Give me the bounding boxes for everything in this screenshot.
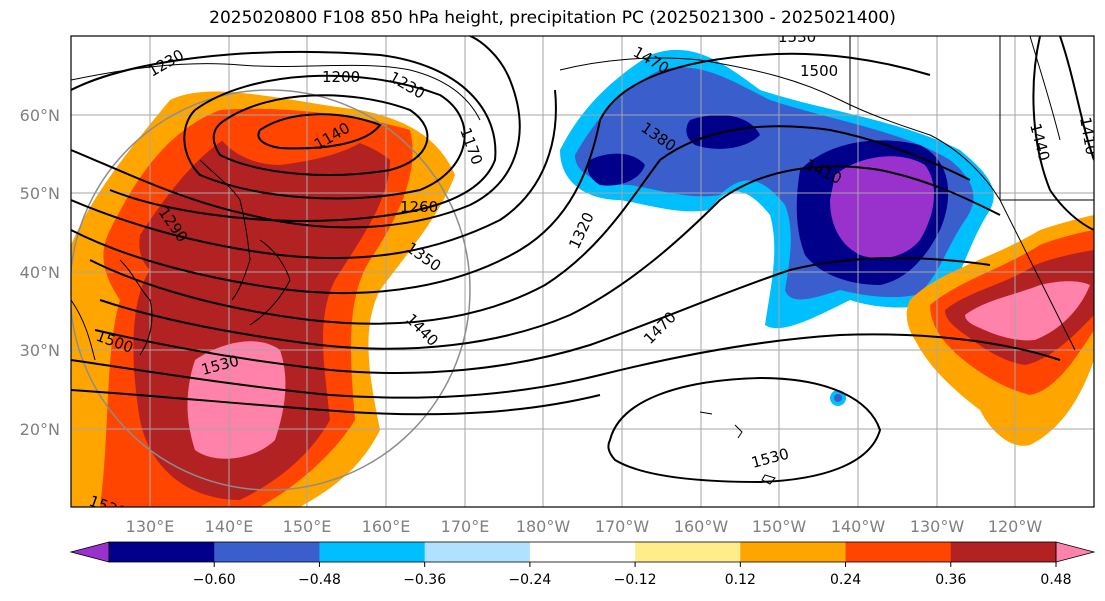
colorbar-tick-label: 0.36 [935, 572, 966, 588]
colorbar-tick-label: 0.12 [725, 572, 756, 588]
positive-anomaly-east-pacific [906, 215, 1094, 446]
colorbar: −0.60 −0.48 −0.36 −0.24 −0.12 0.12 0.24 0.36 0.4… [69, 541, 1096, 588]
colorbar-extend-high [1055, 541, 1096, 563]
lon-label: 180°W [516, 517, 571, 536]
colorbar-tick-label: −0.48 [298, 572, 341, 588]
lon-label: 130°W [910, 517, 965, 536]
longitude-labels: 130°E 140°E 150°E 160°E 170°E 180°W 170°… [126, 517, 1043, 536]
latitude-labels: 60°N 50°N 40°N 30°N 20°N [20, 106, 60, 439]
colorbar-tick-label: −0.24 [508, 572, 551, 588]
contour-label: 1260 [400, 198, 438, 216]
lon-label: 150°W [752, 517, 807, 536]
region-circle [71, 89, 471, 491]
colorbar-segment [635, 542, 741, 562]
colorbar-segment [214, 542, 320, 562]
colorbar-extend-low [69, 541, 110, 563]
lon-label: 140°W [831, 517, 886, 536]
colorbar-tick-label: −0.36 [403, 572, 446, 588]
colorbar-segment [529, 542, 636, 562]
map-title: 2025020800 F108 850 hPa height, precipit… [209, 8, 896, 28]
lon-label: 150°E [283, 517, 332, 536]
lon-label: 170°W [595, 517, 650, 536]
lon-label: 130°E [126, 517, 175, 536]
colorbar-segment [845, 542, 952, 562]
map-frame [70, 35, 1095, 508]
colorbar-tick-label: 0.24 [830, 572, 861, 588]
colorbar-tick-label: 0.48 [1040, 572, 1071, 588]
colorbar-frame [108, 541, 1057, 563]
map-area: 1230 1200 1230 1140 1170 1290 1260 1350 … [71, 28, 1094, 507]
lat-label: 30°N [20, 341, 60, 360]
lat-label: 60°N [20, 106, 60, 125]
lat-label: 20°N [20, 420, 60, 439]
lon-label: 170°E [441, 517, 490, 536]
colorbar-tick-label: −0.60 [193, 572, 236, 588]
colorbar-segment [319, 542, 426, 562]
height-contours [71, 36, 1094, 484]
colorbar-segment [950, 542, 1057, 562]
contour-label: 1530 [778, 28, 816, 46]
lon-label: 120°W [988, 517, 1043, 536]
contour-label: 1200 [322, 68, 360, 86]
lon-label: 140°E [205, 517, 254, 536]
lon-label: 160°W [674, 517, 729, 536]
colorbar-tick-label: −0.12 [614, 572, 657, 588]
contour-label: 1500 [800, 62, 838, 80]
colorbar-segment [740, 542, 847, 562]
colorbar-segment [424, 542, 531, 562]
lon-label: 160°E [362, 517, 411, 536]
colorbar-segment [109, 542, 215, 562]
lat-label: 50°N [20, 184, 60, 203]
lat-label: 40°N [20, 263, 60, 282]
